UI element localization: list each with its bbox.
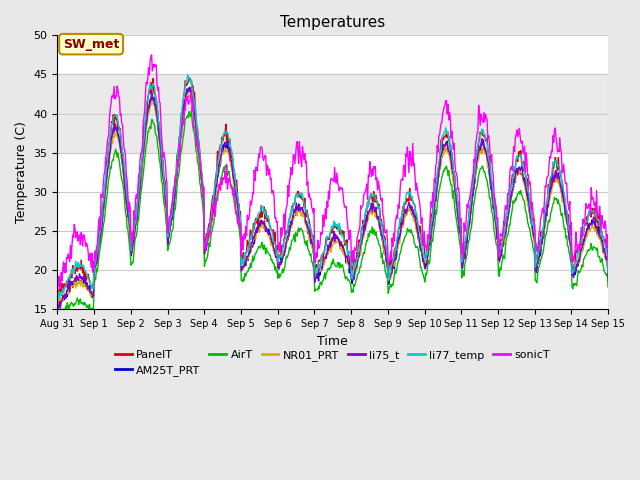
PanelT bbox=[604, 264, 612, 270]
AirT bbox=[401, 236, 408, 241]
sonicT bbox=[417, 220, 425, 226]
NR01_PRT bbox=[120, 180, 128, 186]
sonicT bbox=[54, 284, 61, 289]
Line: li77_temp: li77_temp bbox=[58, 75, 608, 300]
AirT bbox=[604, 284, 612, 290]
li77_temp bbox=[63, 278, 71, 284]
AirT bbox=[54, 307, 61, 312]
Legend: PanelT, AM25T_PRT, AirT, NR01_PRT, li75_t, li77_temp, sonicT: PanelT, AM25T_PRT, AirT, NR01_PRT, li75_… bbox=[111, 345, 555, 381]
Line: li75_t: li75_t bbox=[58, 87, 608, 310]
li77_temp bbox=[417, 235, 424, 240]
AirT bbox=[176, 160, 184, 166]
li75_t bbox=[54, 307, 61, 312]
li77_temp bbox=[120, 163, 128, 168]
li77_temp bbox=[176, 129, 184, 134]
PanelT bbox=[64, 283, 72, 289]
AM25T_PRT bbox=[177, 135, 184, 141]
X-axis label: Time: Time bbox=[317, 335, 348, 348]
PanelT bbox=[54, 291, 62, 297]
Title: Temperatures: Temperatures bbox=[280, 15, 385, 30]
sonicT bbox=[56, 286, 63, 292]
Line: AM25T_PRT: AM25T_PRT bbox=[58, 88, 608, 309]
AM25T_PRT bbox=[207, 221, 214, 227]
li75_t bbox=[120, 175, 128, 181]
AM25T_PRT bbox=[417, 247, 425, 252]
PanelT bbox=[207, 211, 214, 216]
sonicT bbox=[178, 134, 186, 140]
NR01_PRT bbox=[604, 273, 612, 279]
AirT bbox=[188, 108, 195, 114]
li75_t bbox=[401, 211, 408, 216]
Y-axis label: Temperature (C): Temperature (C) bbox=[15, 121, 28, 223]
sonicT bbox=[148, 52, 156, 58]
AM25T_PRT bbox=[54, 302, 61, 308]
Line: PanelT: PanelT bbox=[58, 78, 608, 294]
sonicT bbox=[207, 228, 214, 233]
PanelT bbox=[186, 75, 194, 81]
sonicT bbox=[121, 148, 129, 154]
AM25T_PRT bbox=[64, 286, 72, 291]
li75_t bbox=[206, 228, 214, 233]
li77_temp bbox=[206, 222, 214, 228]
AM25T_PRT bbox=[121, 180, 129, 185]
NR01_PRT bbox=[176, 142, 184, 147]
NR01_PRT bbox=[63, 289, 71, 295]
NR01_PRT bbox=[54, 302, 61, 308]
li77_temp bbox=[604, 269, 612, 275]
li77_temp bbox=[184, 72, 191, 78]
PanelT bbox=[417, 237, 425, 243]
li77_temp bbox=[401, 200, 408, 205]
li75_t bbox=[417, 244, 424, 250]
li75_t bbox=[604, 275, 612, 280]
Line: AirT: AirT bbox=[58, 111, 608, 310]
AM25T_PRT bbox=[401, 213, 409, 218]
AirT bbox=[417, 264, 424, 270]
AM25T_PRT bbox=[54, 306, 62, 312]
NR01_PRT bbox=[417, 240, 424, 246]
sonicT bbox=[604, 257, 612, 263]
PanelT bbox=[401, 201, 409, 207]
sonicT bbox=[64, 251, 72, 257]
NR01_PRT bbox=[184, 92, 192, 97]
PanelT bbox=[177, 119, 184, 124]
NR01_PRT bbox=[206, 226, 214, 232]
AirT bbox=[206, 244, 214, 250]
li75_t bbox=[176, 138, 184, 144]
li75_t bbox=[187, 84, 195, 90]
Bar bbox=[58, 74, 608, 153]
li75_t bbox=[63, 288, 71, 293]
Line: sonicT: sonicT bbox=[58, 55, 608, 289]
AirT bbox=[63, 300, 71, 306]
li77_temp bbox=[54, 298, 61, 303]
Line: NR01_PRT: NR01_PRT bbox=[58, 95, 608, 305]
AM25T_PRT bbox=[604, 274, 612, 280]
PanelT bbox=[54, 289, 61, 295]
AirT bbox=[120, 191, 128, 196]
AM25T_PRT bbox=[186, 85, 193, 91]
sonicT bbox=[401, 174, 409, 180]
Text: SW_met: SW_met bbox=[63, 37, 119, 51]
NR01_PRT bbox=[401, 216, 408, 222]
PanelT bbox=[121, 173, 129, 179]
